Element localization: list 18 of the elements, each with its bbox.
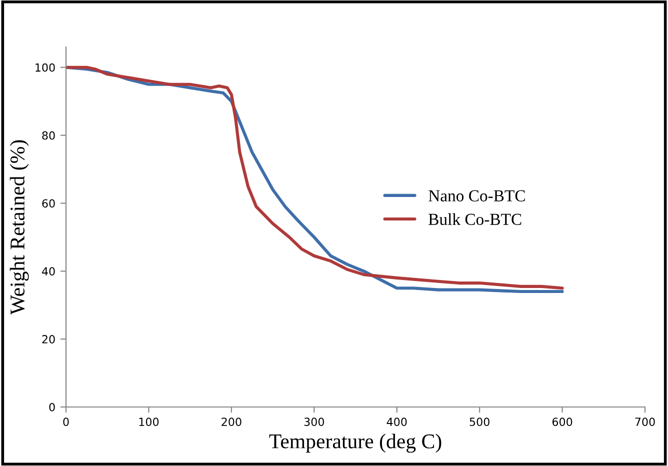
x-tick-label: 0 bbox=[63, 418, 69, 426]
x-tick-label: 200 bbox=[222, 418, 242, 426]
x-tick-label: 300 bbox=[304, 418, 324, 426]
y-axis-title: Weight Retained (%) bbox=[10, 140, 29, 315]
x-tick-label: 700 bbox=[635, 418, 655, 426]
x-tick-label: 600 bbox=[552, 418, 572, 426]
legend-label: Bulk Co-BTC bbox=[428, 213, 522, 225]
y-tick-label: 80 bbox=[42, 131, 55, 140]
y-tick-label: 20 bbox=[42, 335, 55, 344]
x-tick-label: 100 bbox=[139, 418, 159, 426]
y-tick-label: 0 bbox=[49, 402, 55, 412]
y-tick-label: 100 bbox=[36, 63, 55, 72]
x-axis-title: Temperature (deg C) bbox=[269, 434, 442, 453]
y-tick-label: 40 bbox=[42, 267, 55, 276]
x-tick-label: 500 bbox=[470, 418, 490, 426]
x-tick-label: 400 bbox=[386, 418, 407, 426]
y-tick-label: 60 bbox=[42, 199, 55, 208]
legend-label: Nano Co-BTC bbox=[428, 190, 525, 202]
